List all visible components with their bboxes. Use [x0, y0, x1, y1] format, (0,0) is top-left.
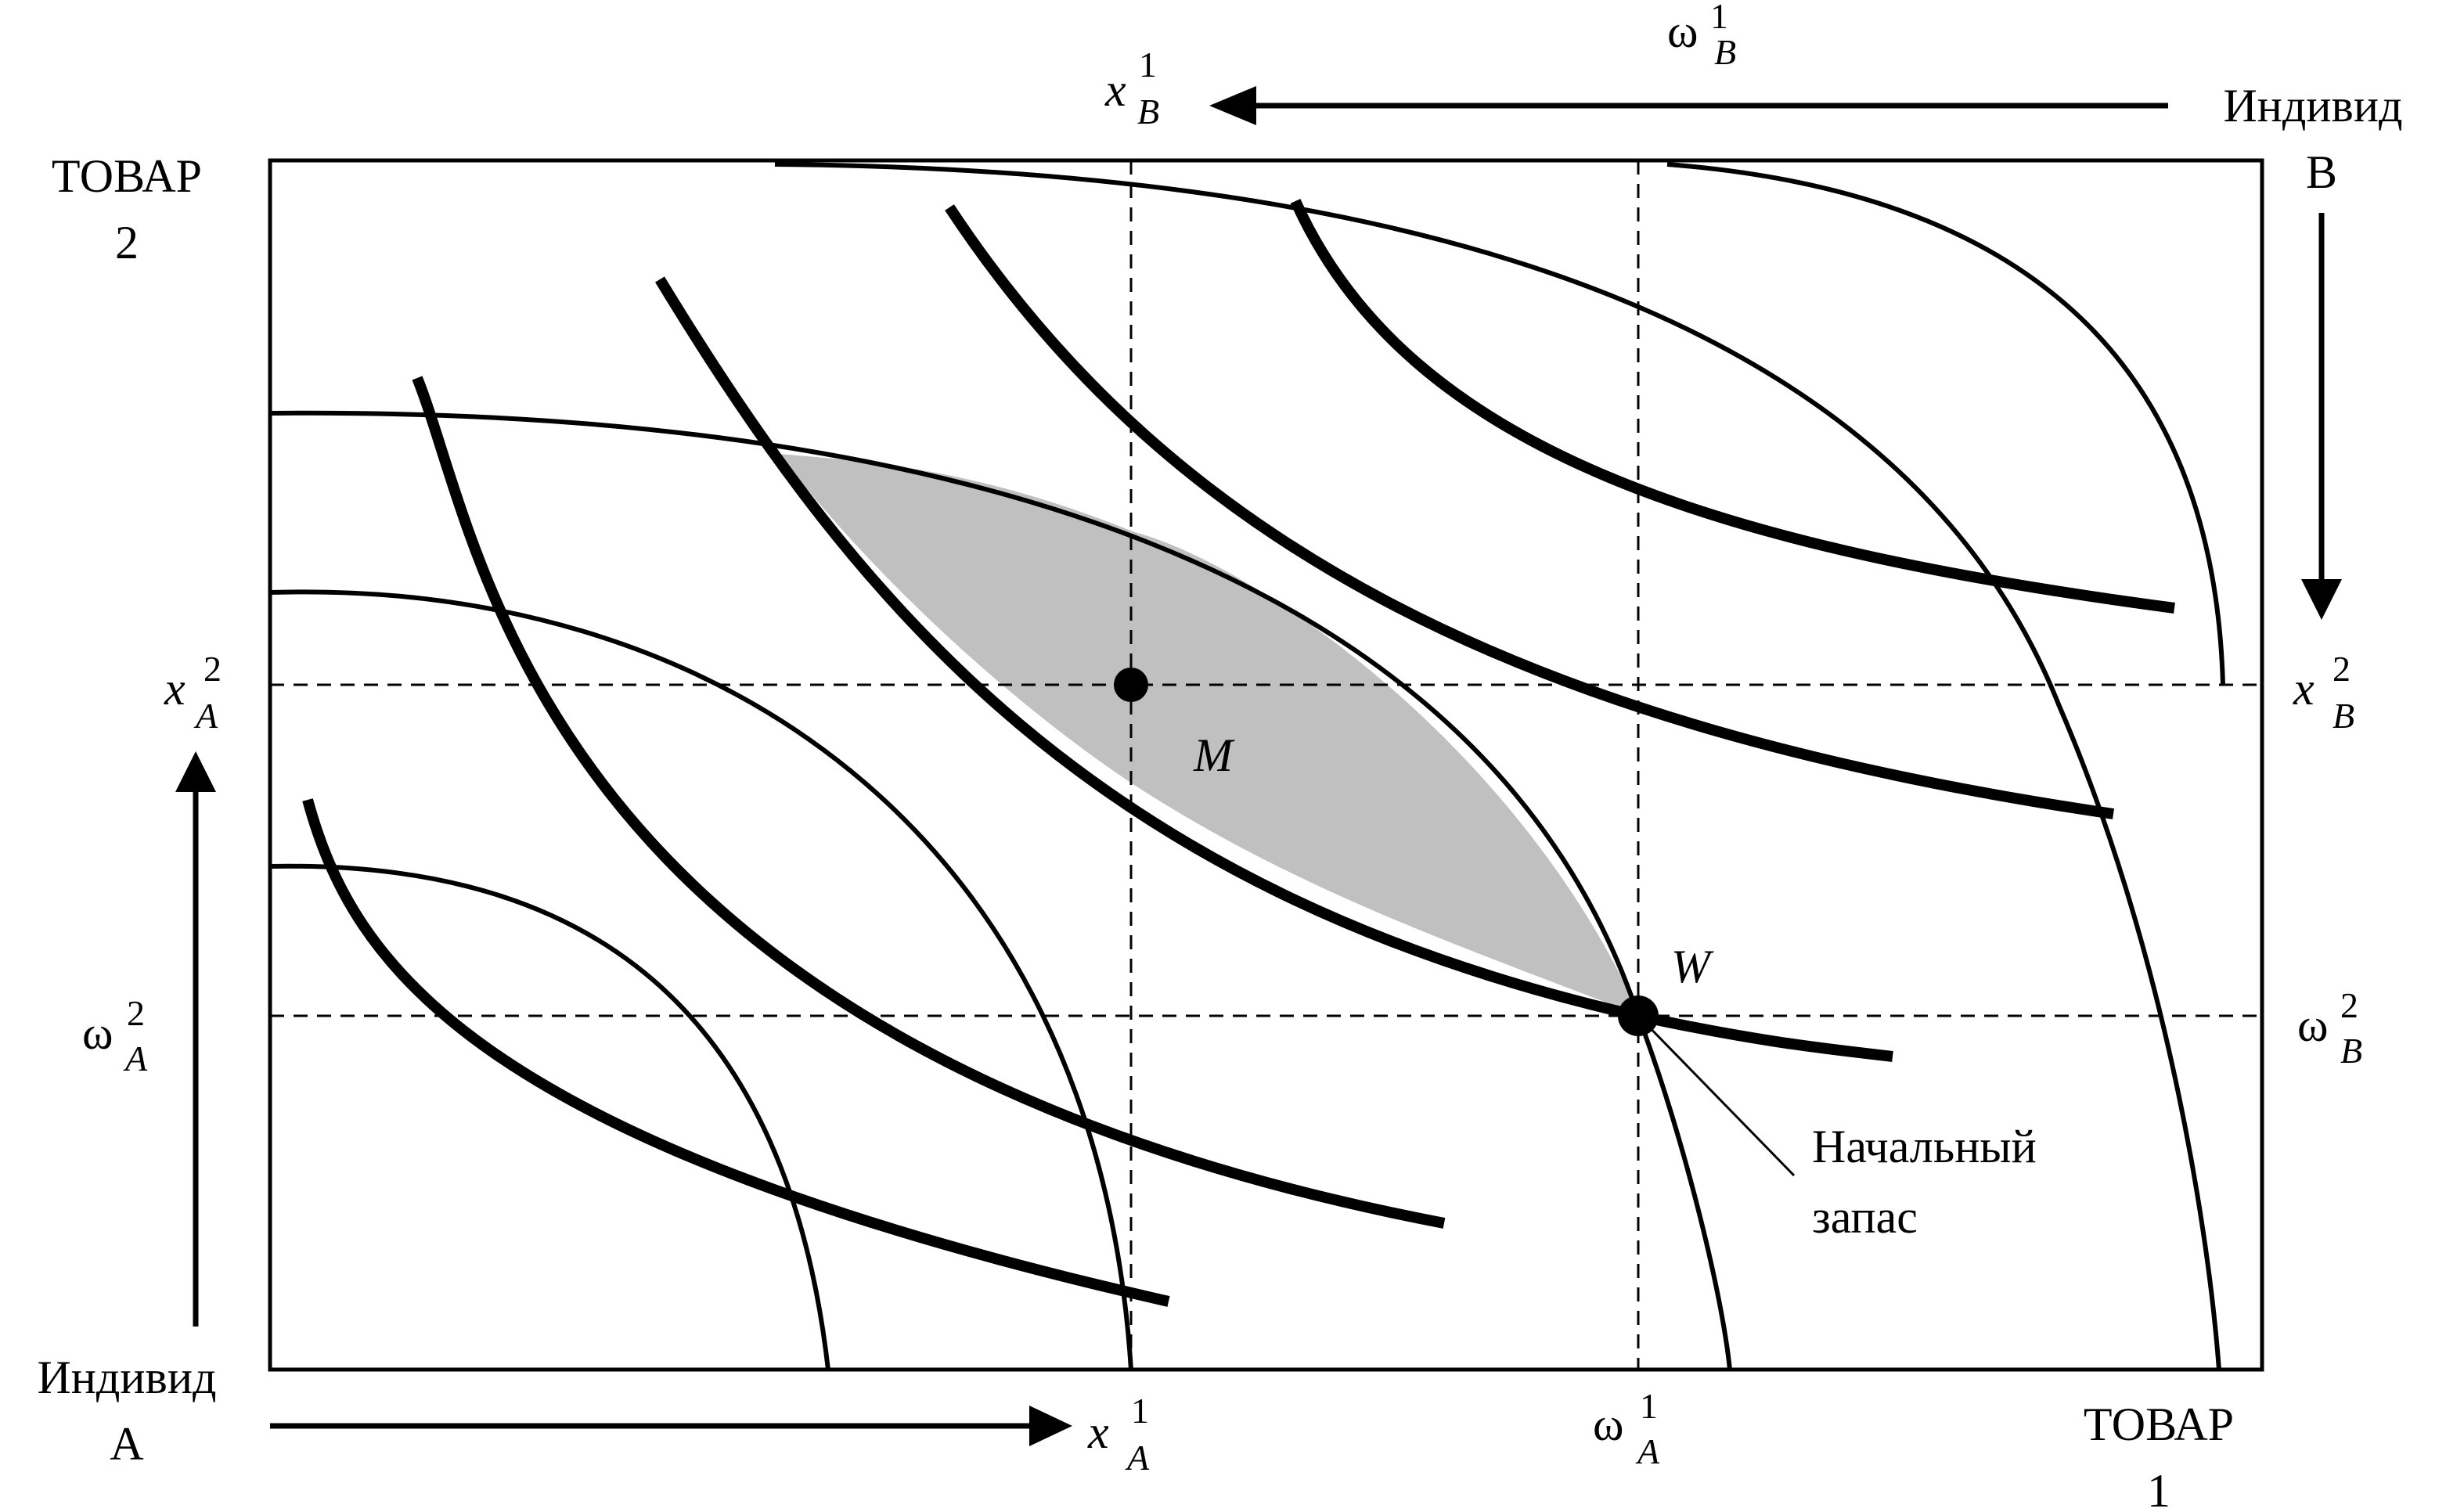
label-x-b2-sub: B [2333, 696, 2354, 736]
label-x-b1-sup: 1 [1139, 45, 1157, 85]
label-omega-b1-sub: B [1714, 32, 1736, 72]
label-x-a2-sub: A [193, 696, 218, 736]
indifference-curve-b-1 [302, 798, 1170, 1307]
label-omega-b1: ω 1 B [1667, 0, 1736, 72]
label-x-b2-base: x [2293, 663, 2315, 715]
good1-label-line1: ТОВАР [2084, 1399, 2234, 1450]
label-x-a2-sup: 2 [204, 649, 222, 689]
label-omega-b2: ω 2 B [2297, 985, 2362, 1071]
label-omega-b2-base: ω [2297, 999, 2329, 1051]
label-x-a2: x 2 A [164, 649, 222, 736]
endowment-label-line1: Начальный [1812, 1121, 2037, 1172]
individual-b-label-line1: Индивид [2223, 80, 2402, 131]
label-x-a1-sub: A [1125, 1438, 1150, 1478]
indifference-curve-a-5 [1666, 162, 2225, 686]
label-x-b1: x 1 B [1104, 45, 1159, 131]
indifference-curve-a-4 [774, 162, 2221, 1370]
label-omega-a2-sub: A [123, 1039, 148, 1078]
label-x-a1: x 1 A [1087, 1391, 1150, 1478]
indifference-curve-b-4 [945, 204, 2115, 819]
point-m-dot [1114, 668, 1148, 702]
label-omega-b1-base: ω [1667, 5, 1699, 57]
indifference-curve-a-3 [269, 410, 1732, 1370]
indifference-curves-a [269, 162, 2225, 1370]
point-w-label: W [1671, 941, 1714, 992]
good1-label-line2: 1 [2147, 1465, 2170, 1512]
label-x-b1-sub: B [1137, 92, 1159, 131]
arrow-b-good1-head [1209, 86, 1256, 125]
indifference-curve-a-1 [269, 863, 830, 1370]
guide-lines [270, 160, 2262, 1370]
label-omega-a2: ω 2 A [82, 993, 148, 1078]
arrow-a-good1-head [1029, 1406, 1072, 1446]
endowment-label-line2: запас [1812, 1191, 1918, 1243]
label-x-b2: x 2 B [2293, 649, 2354, 736]
indifference-curve-b-5 [1290, 199, 2175, 614]
axis-arrows [175, 86, 2342, 1446]
mutual-gain-lens [779, 454, 1640, 1016]
individual-a-label-line1: Индивид [37, 1352, 216, 1403]
label-x-a1-sup: 1 [1131, 1391, 1149, 1431]
edgeworth-box-frame [268, 158, 2264, 1372]
label-x-a2-base: x [164, 663, 186, 715]
indifference-curve-b-2 [412, 376, 1446, 1229]
indifference-curves-b [302, 199, 2175, 1307]
label-x-b1-base: x [1104, 64, 1126, 116]
label-omega-a2-base: ω [82, 1007, 113, 1059]
indifference-curve-a-2 [269, 589, 1133, 1370]
label-omega-a1-sup: 1 [1640, 1386, 1658, 1426]
label-omega-b2-sup: 2 [2340, 985, 2358, 1025]
point-m-label: M [1193, 729, 1235, 781]
label-omega-a1-base: ω [1593, 1399, 1624, 1450]
label-x-a1-base: x [1087, 1406, 1109, 1458]
label-omega-a1: ω 1 A [1593, 1386, 1660, 1471]
indifference-curve-b-3 [655, 276, 1893, 1062]
individual-a-label-line2: А [110, 1418, 143, 1470]
label-omega-a1-sub: A [1635, 1431, 1660, 1471]
good2-label-line2: 2 [115, 217, 139, 268]
arrow-a-good2-head [175, 751, 216, 792]
individual-b-label-line2: В [2306, 146, 2337, 198]
arrow-b-good2-head [2301, 579, 2342, 620]
endowment-pointer-line [1637, 1014, 1796, 1177]
point-w-dot [1618, 995, 1659, 1036]
label-omega-b1-sup: 1 [1710, 0, 1728, 36]
good2-label-line1: ТОВАР [52, 150, 202, 202]
label-x-b2-sup: 2 [2333, 649, 2351, 689]
label-omega-b2-sub: B [2340, 1031, 2362, 1071]
label-omega-a2-sup: 2 [127, 993, 145, 1033]
